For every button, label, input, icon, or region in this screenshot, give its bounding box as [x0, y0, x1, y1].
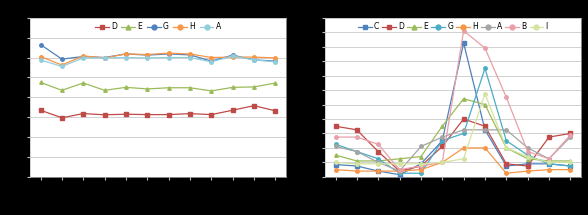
Title: Lighting consumption: Lighting consumption — [90, 7, 226, 17]
Legend: C, D, E, G, H, A, B, I: C, D, E, G, H, A, B, I — [358, 22, 549, 32]
Y-axis label: kWh/m²: kWh/m² — [297, 81, 306, 114]
Y-axis label: kWh/m²: kWh/m² — [7, 81, 16, 114]
Title: HVAC system electric consumption: HVAC system electric consumption — [345, 7, 562, 17]
X-axis label: Month: Month — [142, 199, 174, 208]
Legend: D, E, G, H, A: D, E, G, H, A — [94, 22, 222, 32]
X-axis label: Months: Months — [434, 199, 472, 208]
